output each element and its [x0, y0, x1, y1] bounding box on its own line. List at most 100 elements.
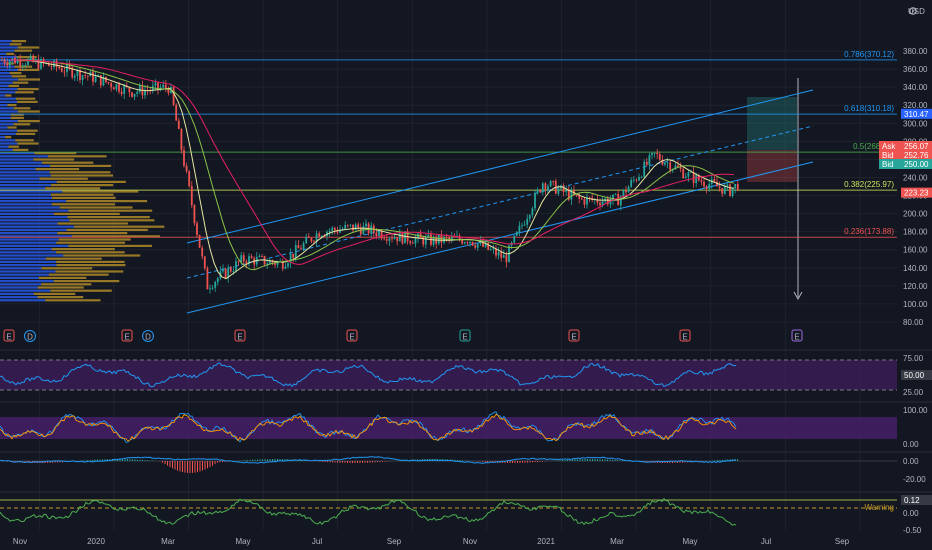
volume-bar [0, 260, 57, 263]
candle-body [658, 154, 661, 160]
candle-body [552, 181, 555, 182]
volume-bar [0, 88, 18, 91]
volume-bar [56, 241, 126, 244]
candle-body [32, 55, 35, 62]
candle-body [398, 232, 401, 242]
candle-body [518, 225, 521, 232]
volume-bar [0, 126, 8, 129]
rsi-band [0, 360, 897, 390]
candle-body [281, 261, 284, 269]
volume-bar [34, 152, 77, 155]
candle-body [541, 183, 544, 193]
volume-bar [62, 190, 139, 193]
volume-bar [0, 238, 59, 241]
earnings-marker [679, 329, 691, 342]
volume-bar [0, 129, 17, 132]
moving-averages [10, 59, 735, 280]
settings-icon[interactable] [909, 7, 917, 15]
candle-body [656, 152, 659, 155]
volume-bar [0, 100, 17, 103]
time-axis[interactable]: Nov 2020 Mar May Jul Sep Nov 2021 Mar May Jul Sep [13, 537, 850, 546]
earnings-marker [234, 329, 246, 342]
earnings-marker [3, 329, 15, 342]
candle-body [183, 150, 185, 166]
channel-upper [186, 89, 814, 244]
volume-bar [0, 148, 13, 151]
candle-body [474, 245, 477, 248]
volume-bar [15, 139, 34, 142]
volume-bar [68, 209, 153, 212]
volume-bar [50, 184, 114, 187]
candle-body [144, 90, 146, 96]
macd-line [0, 456, 737, 464]
candle-body [513, 235, 516, 243]
candle-body [448, 237, 451, 240]
candle-body [505, 255, 508, 263]
candle-body [393, 237, 396, 240]
candle-body [588, 197, 591, 199]
candle-body [705, 186, 708, 189]
volume-bar [0, 200, 67, 203]
stop-zone [747, 150, 797, 182]
price-tag-value: 252.76 [904, 151, 929, 160]
candle-body [180, 129, 183, 151]
candle-body [500, 251, 503, 258]
candle-body [162, 84, 165, 88]
candle-body [388, 238, 391, 241]
candle-body [185, 165, 188, 172]
volume-bar [45, 187, 101, 190]
fib-levels[interactable]: 0.786(370.12) 0.618(310.18) 0.5(268.08) 0.3… [0, 50, 897, 238]
top-bar: USD [908, 7, 925, 16]
volume-bar [59, 206, 133, 209]
volume-bar [0, 40, 12, 43]
candle-body [92, 71, 94, 82]
candle-body [58, 67, 61, 69]
candle-body [547, 186, 549, 190]
price-axis[interactable]: 380.00360.00340.00320.00300.00280.00260.… [865, 47, 929, 535]
candle-body [619, 196, 622, 206]
volume-bar [50, 164, 112, 167]
event-marker-label: E [6, 333, 11, 342]
candle-body [339, 229, 341, 233]
volume-bar [68, 244, 152, 247]
earnings-marker [459, 329, 471, 342]
candle-body [154, 82, 157, 86]
candle-body [469, 241, 471, 244]
volume-bar [0, 155, 48, 158]
volume-bar [53, 280, 120, 283]
volume-bar [8, 145, 19, 148]
volume-bar [7, 126, 17, 129]
candle-body [708, 183, 711, 189]
price-tag [901, 108, 932, 119]
volume-bar [0, 193, 52, 196]
candle-body [643, 161, 646, 177]
volume-bar [0, 113, 11, 116]
candle-body [534, 193, 536, 209]
candle-body [261, 255, 263, 257]
candle-body [27, 59, 29, 65]
candle-body [102, 76, 105, 86]
candle-body [53, 60, 55, 68]
event-marker-label: E [794, 333, 799, 342]
price-tick: 360.00 [903, 65, 928, 74]
candle-body [515, 231, 518, 236]
price-tick: 180.00 [903, 228, 928, 237]
candle-body [682, 168, 685, 179]
volume-bar [0, 171, 50, 174]
long-position-tool[interactable] [747, 78, 803, 301]
candle-body [128, 86, 131, 93]
candle-body [664, 162, 666, 165]
candle-body [232, 271, 235, 272]
candle-body [692, 172, 695, 184]
candle-body [528, 215, 531, 219]
candle-body [385, 239, 388, 241]
volume-bar [17, 110, 40, 113]
volume-bar [0, 244, 69, 247]
candle-body [268, 260, 271, 264]
candle-body [79, 69, 81, 80]
volume-bar [5, 136, 12, 139]
candle-body [557, 188, 560, 194]
candle-body [687, 172, 690, 177]
